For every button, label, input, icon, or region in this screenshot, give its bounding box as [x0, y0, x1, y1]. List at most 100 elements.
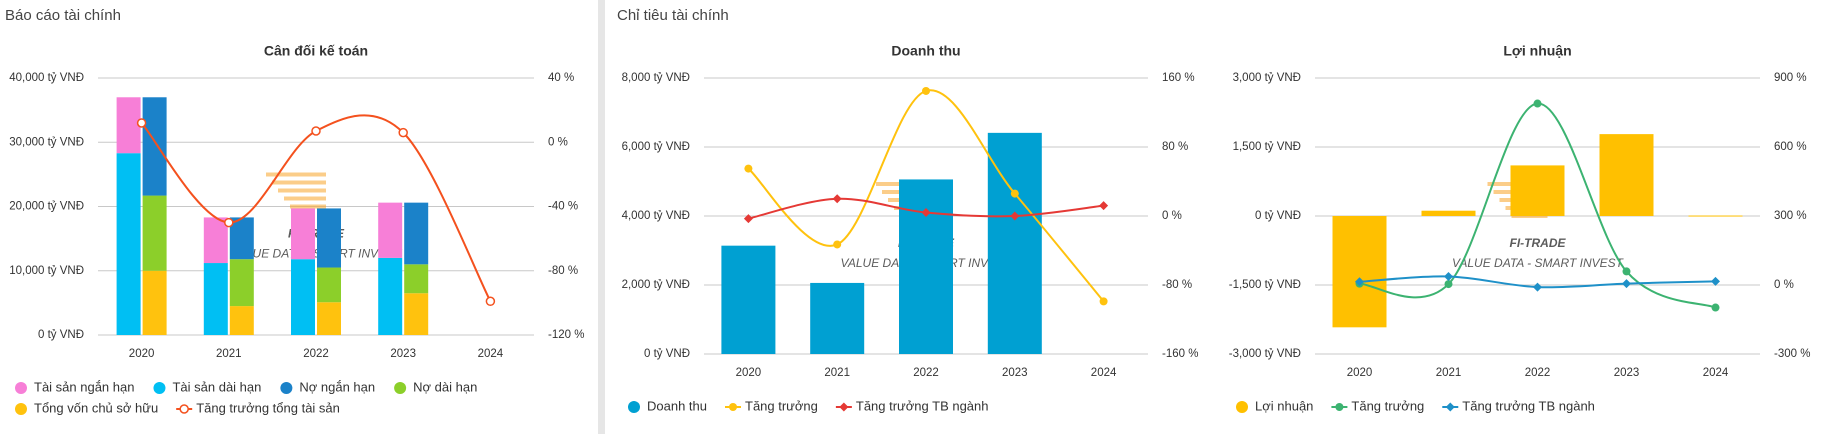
legend-item[interactable]: Tăng trưởng tổng tài sản — [176, 400, 340, 415]
x-tick-label: 2022 — [1525, 367, 1551, 379]
panel-title: Chỉ tiêu tài chính — [617, 7, 729, 24]
y2-tick-label: 0 % — [1162, 210, 1182, 222]
legend-symbol — [1335, 403, 1344, 411]
bar — [142, 270, 167, 335]
bar — [1599, 134, 1654, 216]
y-tick-label: 0 tỷ VNĐ — [38, 329, 84, 341]
x-tick-label: 2022 — [303, 348, 329, 360]
bar — [1688, 215, 1743, 217]
legend-item[interactable]: Nợ dài hạn — [394, 379, 477, 394]
x-tick-label: 2021 — [216, 348, 242, 360]
panel-title: Báo cáo tài chính — [5, 7, 121, 24]
x-tick-label: 2020 — [1347, 367, 1373, 379]
bar — [721, 245, 776, 354]
x-tick-label: 2022 — [913, 367, 939, 379]
line-marker — [1010, 211, 1020, 221]
line-marker — [743, 214, 753, 224]
watermark-stripe — [278, 188, 326, 193]
y2-tick-label: -80 % — [1162, 279, 1192, 291]
legend-item[interactable]: Lợi nhuận — [1236, 398, 1313, 413]
legend-symbol — [280, 382, 293, 394]
legend-label: Tổng vốn chủ sở hữu — [34, 400, 158, 415]
line-marker — [1355, 277, 1364, 287]
legend-label: Nợ ngắn hạn — [299, 379, 375, 394]
legend-label: Tài sản dài hạn — [172, 379, 261, 394]
x-tick-label: 2024 — [1091, 367, 1117, 379]
legend-symbol — [628, 401, 640, 413]
legend-item[interactable]: Doanh thu — [628, 398, 707, 413]
legend-symbol — [15, 403, 27, 415]
legend-item[interactable]: Tài sản ngắn hạn — [15, 379, 134, 394]
legend-label: Tăng trưởng tổng tài sản — [196, 400, 340, 415]
bar — [317, 267, 341, 303]
legend-item[interactable]: Tăng trưởng TB ngành — [835, 398, 989, 413]
bar — [203, 217, 228, 264]
bar — [142, 97, 167, 196]
y-tick-label: 8,000 tỷ VNĐ — [622, 72, 690, 84]
line-marker — [1622, 267, 1631, 276]
legend-label: Tăng trưởng TB ngành — [856, 398, 989, 413]
bar — [291, 208, 315, 260]
y-tick-label: 4,000 tỷ VNĐ — [622, 210, 690, 222]
bar — [378, 202, 403, 258]
line-marker — [1711, 276, 1720, 286]
legend-item[interactable]: Tài sản dài hạn — [153, 379, 261, 394]
legend-item[interactable]: Nợ ngắn hạn — [280, 379, 375, 394]
x-tick-label: 2024 — [478, 348, 504, 360]
bar — [229, 306, 254, 335]
y2-tick-label: -160 % — [1162, 348, 1198, 360]
y2-tick-label: 40 % — [548, 72, 574, 84]
bar — [317, 302, 341, 335]
line-marker — [1444, 280, 1453, 289]
bar — [142, 195, 167, 271]
line-marker — [1099, 201, 1109, 211]
y-tick-label: 40,000 tỷ VNĐ — [9, 72, 84, 84]
y-tick-label: -1,500 tỷ VNĐ — [1229, 279, 1301, 291]
chart-title: Cân đối kế toán — [264, 43, 368, 59]
x-tick-label: 2021 — [1436, 367, 1462, 379]
line-marker — [833, 240, 842, 249]
legend-label: Lợi nhuận — [1255, 398, 1313, 413]
y2-tick-label: 900 % — [1774, 72, 1807, 84]
watermark-tagline: VALUE DATA - SMART INVEST — [1452, 256, 1625, 270]
y-tick-label: -3,000 tỷ VNĐ — [1229, 348, 1301, 360]
line-marker — [832, 194, 842, 204]
legend-label: Tăng trưởng TB ngành — [1462, 398, 1595, 413]
x-tick-label: 2023 — [1614, 367, 1640, 379]
legend-item[interactable]: Tăng trưởng TB ngành — [1442, 398, 1595, 413]
x-tick-label: 2023 — [1002, 367, 1028, 379]
bar — [229, 217, 254, 260]
y-tick-label: 30,000 tỷ VNĐ — [9, 136, 84, 148]
y2-tick-label: 0 % — [548, 136, 568, 148]
watermark-stripe — [284, 196, 326, 201]
bar — [404, 202, 429, 265]
line-marker — [1533, 282, 1542, 292]
bar — [404, 264, 429, 294]
y2-tick-label: -40 % — [548, 201, 578, 213]
y2-tick-label: 600 % — [1774, 141, 1807, 153]
legend-item[interactable]: Tăng trưởng — [725, 398, 818, 413]
line-marker — [1444, 271, 1453, 281]
bar — [116, 97, 141, 154]
y-tick-label: 2,000 tỷ VNĐ — [622, 279, 690, 291]
y2-tick-label: 300 % — [1774, 210, 1807, 222]
legend-symbol — [153, 382, 166, 394]
y-tick-label: 10,000 tỷ VNĐ — [9, 265, 84, 277]
x-tick-label: 2024 — [1703, 367, 1729, 379]
x-tick-label: 2023 — [390, 348, 416, 360]
legend-item[interactable]: Tổng vốn chủ sở hữu — [15, 400, 158, 415]
legend-label: Nợ dài hạn — [413, 379, 477, 394]
legend-symbol — [729, 403, 737, 411]
y-tick-label: 6,000 tỷ VNĐ — [622, 141, 690, 153]
bar — [291, 259, 315, 335]
bar — [1510, 165, 1565, 216]
chart-title: Lợi nhuận — [1503, 43, 1571, 59]
chart-title: Doanh thu — [891, 43, 960, 59]
y2-tick-label: -120 % — [548, 329, 584, 341]
legend-item[interactable]: Tăng trưởng — [1331, 398, 1424, 413]
bar — [317, 208, 341, 268]
y2-tick-label: -80 % — [548, 265, 578, 277]
panel-right — [605, 0, 1825, 434]
line-marker — [311, 126, 321, 136]
legend-label: Tăng trưởng — [1351, 398, 1424, 413]
